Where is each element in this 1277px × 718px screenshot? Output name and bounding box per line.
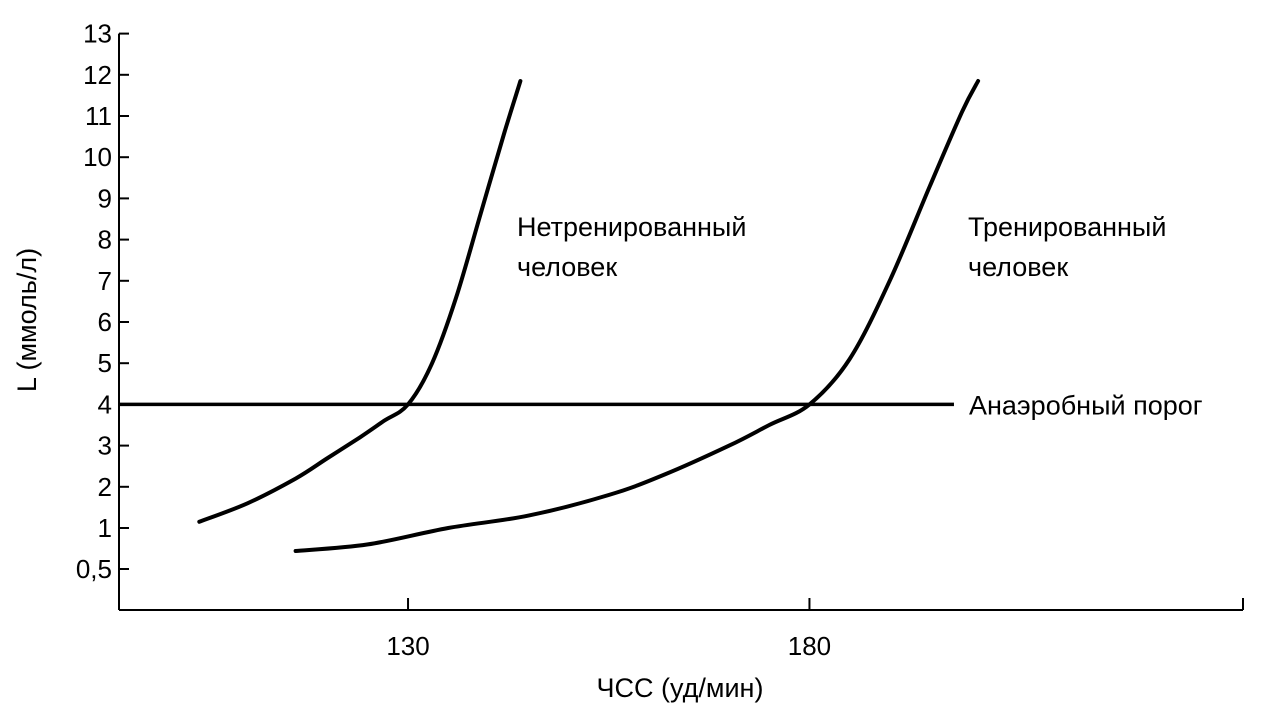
y-tick-label: 0,5 <box>76 554 112 584</box>
series-label-untrained-person: Нетренированный человек <box>517 212 746 282</box>
series-label-line: Нетренированный <box>517 212 746 242</box>
y-tick-label: 3 <box>98 431 112 461</box>
series-label-trained-person: Тренированный человек <box>968 212 1166 282</box>
anaerobic-threshold-label: Анаэробный порог <box>969 390 1203 420</box>
series-line-untrained-person <box>197 79 523 524</box>
y-tick-label: 13 <box>83 19 112 49</box>
y-tick-label: 11 <box>85 101 112 131</box>
x-ticks: 130 180 <box>386 598 831 661</box>
y-tick-label: 10 <box>83 142 112 172</box>
series <box>197 79 981 553</box>
series-line-trained-person <box>293 79 981 553</box>
x-axis-title: ЧСС (уд/мин) <box>597 673 764 703</box>
series-labels: Нетренированный человек Тренированный челов… <box>517 212 1166 282</box>
series-label-line: человек <box>968 252 1068 282</box>
y-tick-label: 2 <box>98 472 112 502</box>
x-tick-label: 130 <box>386 631 429 661</box>
y-axis-title: L (ммоль/л) <box>12 248 42 392</box>
threshold: Анаэробный порог <box>119 390 1203 420</box>
y-tick-label: 6 <box>98 307 112 337</box>
series-label-line: Тренированный <box>968 212 1166 242</box>
x-tick-label: 180 <box>788 631 831 661</box>
series-label-line: человек <box>517 252 617 282</box>
y-tick-label: 4 <box>98 389 112 419</box>
y-tick-label: 7 <box>98 266 112 296</box>
y-tick-label: 8 <box>98 225 112 255</box>
y-tick-label: 12 <box>83 60 112 90</box>
axes <box>118 33 1244 611</box>
y-tick-label: 9 <box>98 183 112 213</box>
y-tick-label: 5 <box>98 348 112 378</box>
y-tick-label: 1 <box>98 513 112 543</box>
